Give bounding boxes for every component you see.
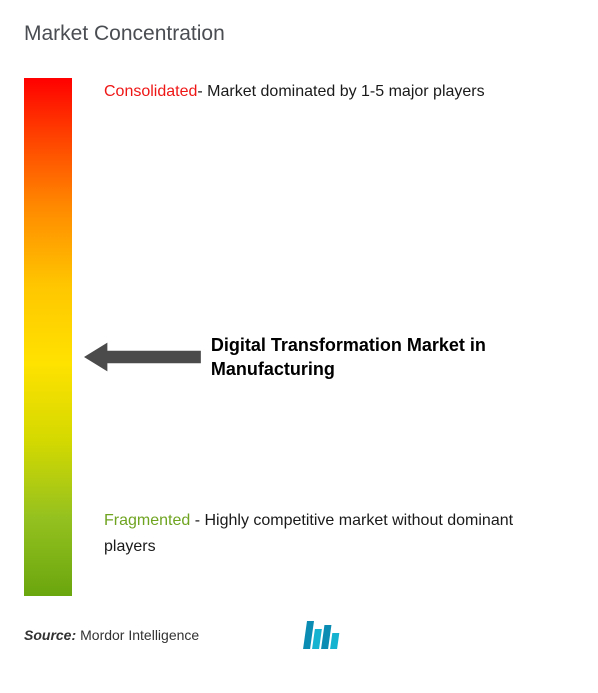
concentration-gradient-bar (24, 78, 72, 596)
fragmented-label-row: Fragmented - Highly competitive market w… (104, 508, 564, 559)
consolidated-key: Consolidated (104, 83, 197, 100)
arrow-shape (84, 343, 201, 372)
source-value: Mordor Intelligence (80, 627, 199, 643)
callout-group: Digital Transformation Market in Manufac… (84, 333, 574, 382)
consolidated-label-row: Consolidated- Market dominated by 1-5 ma… (104, 80, 564, 103)
page-title: Market Concentration (24, 22, 574, 46)
concentration-diagram: Consolidated- Market dominated by 1-5 ma… (24, 78, 574, 608)
callout-text: Digital Transformation Market in Manufac… (211, 333, 574, 382)
arrow-left-icon (84, 339, 201, 375)
consolidated-desc: - Market dominated by 1-5 major players (197, 83, 484, 100)
mordor-logo-icon (303, 621, 347, 649)
source-label: Source: (24, 627, 76, 643)
source-row: Source: Mordor Intelligence (24, 621, 347, 649)
fragmented-key: Fragmented (104, 512, 190, 529)
